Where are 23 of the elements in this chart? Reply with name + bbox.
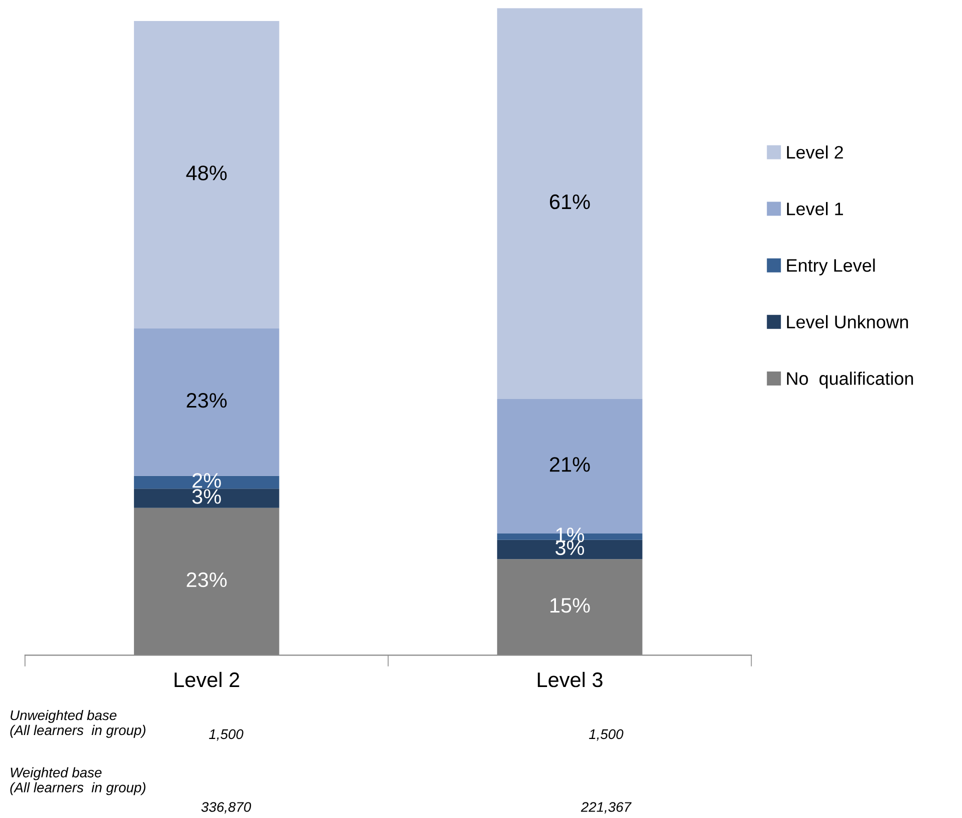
- legend-label: Level Unknown: [787, 315, 908, 328]
- data-label: 21%: [550, 457, 590, 472]
- text: Unweighted base (All learners in group): [10, 710, 146, 738]
- data-label: 3%: [192, 489, 221, 504]
- legend-label: No qualification: [787, 372, 913, 389]
- bar: [497, 8, 642, 399]
- text: 221,367: [580, 802, 632, 814]
- legend-label: Level 2: [787, 145, 843, 159]
- legend-label: Level 1: [787, 202, 843, 216]
- data-label: 15%: [550, 598, 590, 613]
- text: 1,500: [209, 729, 244, 741]
- data-label: 23%: [186, 572, 227, 588]
- data-label: 23%: [186, 393, 227, 408]
- legend-label: Entry Level: [787, 258, 875, 276]
- text: Weighted base (All learners in group): [10, 767, 146, 796]
- x-tick-label: Level 3: [538, 672, 602, 688]
- data-label: 61%: [550, 194, 590, 210]
- text: 336,870: [201, 802, 252, 814]
- text: 1,500: [589, 729, 624, 741]
- bar: [134, 488, 280, 508]
- bar: [134, 20, 280, 328]
- data-label: 48%: [186, 166, 227, 180]
- data-label: 2%: [192, 473, 221, 488]
